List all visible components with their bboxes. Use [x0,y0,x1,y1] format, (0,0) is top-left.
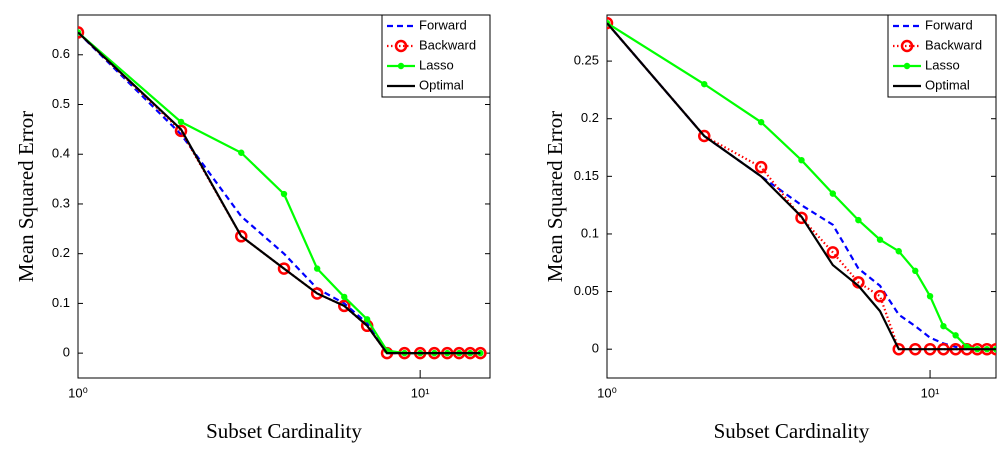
legend-box [887,14,997,98]
legend-box [381,14,491,98]
y-tick-label: 0.6 [52,46,70,61]
legend-label: Backward [925,37,982,52]
y-axis-title: Mean Squared Error [543,111,567,282]
marker [795,211,808,225]
marker [873,289,887,303]
marker [310,287,324,300]
marker [912,267,919,275]
marker [855,216,862,224]
marker [277,262,291,275]
marker [940,322,947,330]
y-tick-label: 0.5 [52,96,70,111]
legend-label: Lasso [419,57,454,72]
x-tick-label: 10¹ [411,385,430,400]
marker [701,80,708,88]
y-tick-label: 0 [592,341,599,356]
y-tick-label: 0 [63,345,70,360]
series-line [607,22,996,351]
marker [798,157,805,164]
marker [926,292,934,300]
y-tick-label: 0.2 [581,110,599,125]
legend-label: Forward [925,17,973,32]
marker [338,299,351,313]
marker [829,190,837,197]
marker [174,124,188,138]
marker [754,160,768,174]
marker [235,230,248,243]
marker [826,246,840,259]
legend-marker [900,39,914,53]
x-tick-label: 10⁰ [68,385,88,400]
y-tick-label: 0.05 [574,283,599,298]
legend: Forward Backward Lasso Optimal [381,14,491,98]
legend-label: Optimal [925,77,970,92]
y-tick-label: 0.2 [52,245,70,260]
legend-marker [903,62,911,70]
series-layer [607,16,996,356]
marker [895,248,902,255]
x-tick-label: 10¹ [921,385,940,400]
x-tick-label: 10⁰ [597,385,617,400]
x-axis-title: Subset Cardinality [206,419,362,443]
series-line [607,22,996,351]
marker [78,26,85,39]
marker [363,316,371,323]
x-axis-title: Subset Cardinality [714,419,870,443]
y-tick-label: 0.1 [581,225,599,240]
legend-label: Lasso [925,57,960,72]
y-tick-label: 0.25 [574,53,599,68]
y-tick-label: 0.15 [574,168,599,183]
plot: 0 0.1 0.2 0.3 0.4 0.5 0.6 10⁰ 10¹ Subset Cardinal… [14,14,491,443]
marker [607,16,614,30]
legend-marker [397,62,405,70]
series-layer [78,26,487,360]
marker [280,190,288,198]
legend-marker [394,39,408,53]
marker [313,265,321,272]
y-tick-label: 0.3 [52,195,70,210]
marker [177,118,185,126]
legend-label: Optimal [419,77,464,92]
marker [698,129,711,143]
marker [876,236,884,243]
legend: Forward Backward Lasso Optimal [887,14,997,98]
y-tick-label: 0.4 [52,146,70,161]
legend-label: Forward [419,17,467,32]
series-line [78,31,481,355]
series-line [78,31,481,355]
plot: 0 0.05 0.1 0.15 0.2 0.25 10⁰ 10¹ Subset Cardinal… [543,14,997,443]
legend-label: Backward [419,37,476,52]
marker [757,118,765,126]
marker [341,293,348,301]
y-axis-title: Mean Squared Error [14,111,38,282]
marker [952,332,959,339]
marker [238,149,245,156]
y-tick-label: 0.1 [52,295,70,310]
